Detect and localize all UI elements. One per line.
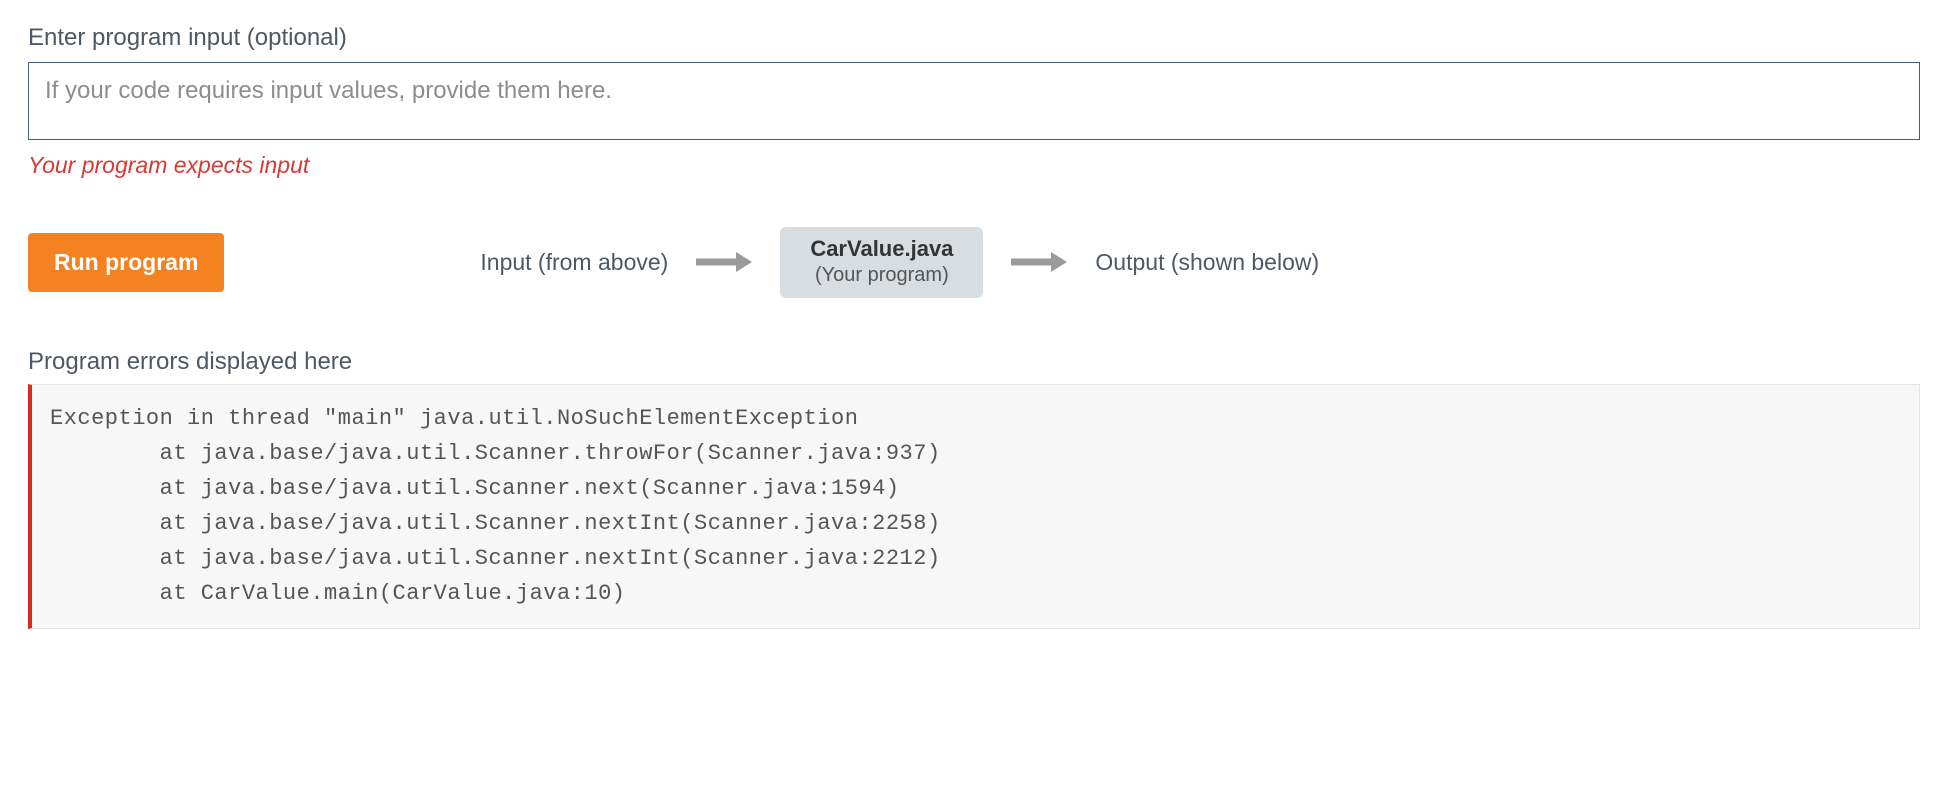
program-input[interactable]	[28, 62, 1920, 140]
output-flow-label: Output (shown below)	[1095, 249, 1319, 276]
input-flow-label: Input (from above)	[480, 249, 668, 276]
program-subtitle: (Your program)	[810, 263, 953, 288]
flow-row: Run program Input (from above) CarValue.…	[28, 227, 1920, 298]
arrow-icon	[1011, 250, 1067, 274]
errors-section-label: Program errors displayed here	[28, 348, 1920, 376]
input-section-label: Enter program input (optional)	[28, 24, 1920, 52]
arrow-icon	[696, 250, 752, 274]
error-output: Exception in thread "main" java.util.NoS…	[28, 384, 1920, 629]
input-warning: Your program expects input	[28, 152, 1920, 179]
program-box: CarValue.java (Your program)	[780, 227, 983, 298]
run-button[interactable]: Run program	[28, 233, 224, 292]
program-name: CarValue.java	[810, 235, 953, 263]
